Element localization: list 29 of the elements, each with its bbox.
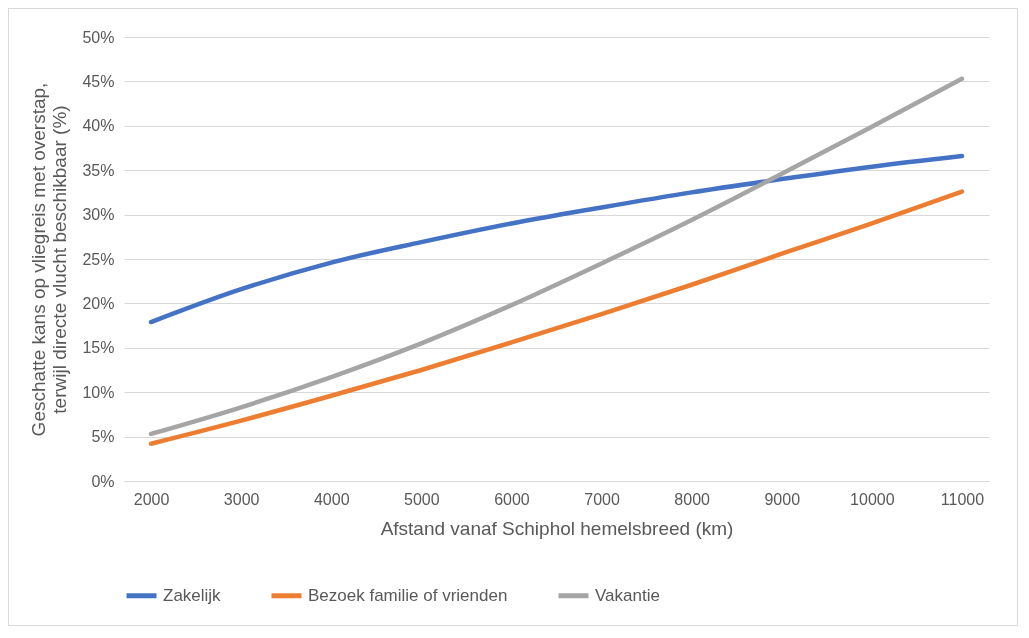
x-axis-title: Afstand vanaf Schiphol hemelsbreed (km) bbox=[380, 517, 734, 539]
x-tick-label: 9000 bbox=[764, 490, 801, 508]
x-tick-label: 10000 bbox=[850, 490, 895, 508]
y-tick-label: 0% bbox=[91, 472, 115, 490]
x-tick-label: 7000 bbox=[584, 490, 620, 508]
line-series bbox=[148, 153, 965, 325]
y-tick-label: 40% bbox=[82, 117, 115, 135]
x-tick-label: 11000 bbox=[940, 490, 985, 508]
y-tick-label: 30% bbox=[82, 206, 115, 224]
x-tick-label: 2000 bbox=[133, 490, 170, 508]
y-tick-label: 20% bbox=[82, 294, 115, 312]
line-series bbox=[148, 76, 965, 437]
x-tick-label: 6000 bbox=[494, 490, 530, 508]
legend-label: Bezoek familie of vrienden bbox=[308, 585, 508, 605]
x-tick-label: 5000 bbox=[404, 490, 440, 508]
y-tick-label: 50% bbox=[82, 28, 115, 46]
x-tick-label: 4000 bbox=[313, 490, 350, 508]
x-tick-label: 3000 bbox=[223, 490, 260, 508]
y-tick-label: 5% bbox=[91, 428, 115, 446]
y-tick-label: 45% bbox=[82, 72, 115, 90]
legend-label: Vakantie bbox=[595, 585, 660, 605]
y-tick-label: 10% bbox=[82, 383, 115, 401]
y-axis-title: Geschatte kans op vliegreis met overstap, terwijl directe vlucht beschikbaar (%) bbox=[28, 82, 71, 437]
legend-label: Zakelijk bbox=[163, 585, 222, 605]
y-tick-label: 25% bbox=[82, 250, 115, 268]
y-tick-label: 15% bbox=[82, 339, 115, 357]
x-tick-label: 8000 bbox=[674, 490, 711, 508]
line-series bbox=[148, 189, 965, 446]
y-tick-label: 35% bbox=[82, 161, 115, 179]
